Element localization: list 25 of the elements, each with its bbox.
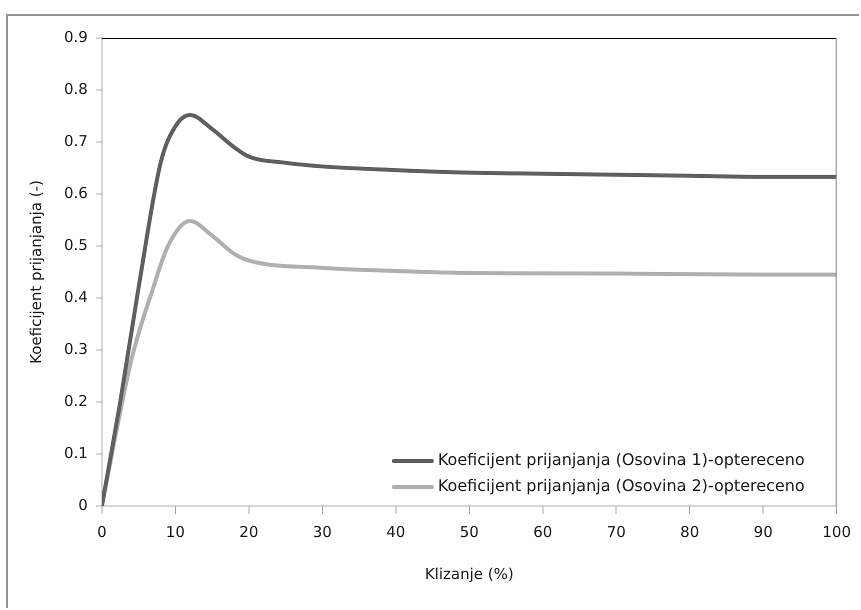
y-tick-label: 0.7	[64, 132, 88, 150]
x-tick-label: 30	[312, 522, 332, 541]
y-tick-label: 0.8	[64, 80, 88, 98]
y-tick-label: 0.5	[64, 236, 88, 254]
x-tick-label: 20	[239, 522, 258, 541]
y-tick-label: 0	[78, 496, 88, 514]
x-tick-label: 60	[533, 522, 552, 541]
y-tick-label: 0.4	[64, 288, 88, 306]
x-tick-label: 50	[460, 522, 479, 541]
x-tick-label: 100	[822, 522, 852, 541]
y-axis-title: Koeficijent prijanjanja (-)	[26, 180, 45, 364]
x-tick-label: 90	[754, 522, 773, 541]
y-tick-label: 0.9	[64, 28, 88, 46]
y-tick-label: 0.1	[64, 444, 88, 462]
y-tick-label: 0.2	[64, 392, 88, 410]
y-tick-label: 0.3	[64, 340, 88, 358]
legend-label: Koeficijent prijanjanja (Osovina 1)-optereceno	[438, 450, 805, 470]
x-tick-label: 40	[386, 522, 406, 541]
x-tick-label: 80	[680, 522, 700, 541]
x-tick-label: 70	[606, 522, 626, 541]
x-tick-label: 10	[166, 522, 185, 541]
y-tick-label: 0.6	[64, 184, 88, 202]
x-tick-label: 0	[97, 522, 107, 541]
x-axis-title: Klizanje (%)	[424, 564, 514, 583]
legend-label: Koeficijent prijanjanja (Osovina 2)-optereceno	[438, 476, 805, 496]
